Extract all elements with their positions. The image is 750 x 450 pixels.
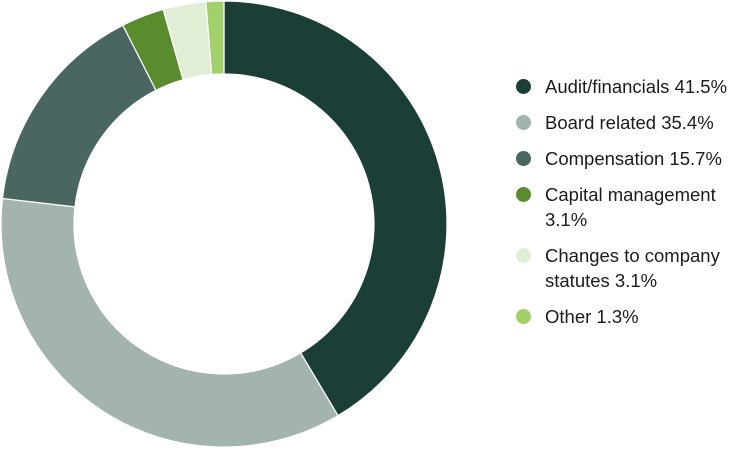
legend-item-2: Compensation 15.7% [516, 146, 746, 171]
donut-slice-2 [1, 24, 157, 208]
legend-label-5: Other 1.3% [545, 306, 639, 327]
donut-slice-1 [0, 197, 339, 448]
legend-item-4: Changes to company statutes 3.1% [516, 243, 746, 293]
legend-swatch-5 [516, 309, 531, 324]
chart-legend: Audit/financials 41.5% Board related 35.4… [516, 74, 746, 340]
legend-item-3: Capital management 3.1% [516, 182, 746, 232]
donut-slice-0 [223, 0, 448, 417]
legend-label-4: Changes to company statutes 3.1% [545, 245, 720, 291]
legend-item-0: Audit/financials 41.5% [516, 74, 746, 99]
legend-swatch-3 [516, 187, 531, 202]
legend-label-3: Capital management 3.1% [545, 184, 716, 230]
legend-swatch-4 [516, 248, 531, 263]
donut-slice-5 [205, 0, 225, 76]
legend-item-5: Other 1.3% [516, 304, 746, 329]
legend-swatch-0 [516, 79, 531, 94]
legend-label-1: Board related 35.4% [545, 112, 714, 133]
legend-swatch-1 [516, 115, 531, 130]
legend-item-1: Board related 35.4% [516, 110, 746, 135]
legend-swatch-2 [516, 151, 531, 166]
legend-label-2: Compensation 15.7% [545, 148, 722, 169]
legend-label-0: Audit/financials 41.5% [545, 76, 728, 97]
